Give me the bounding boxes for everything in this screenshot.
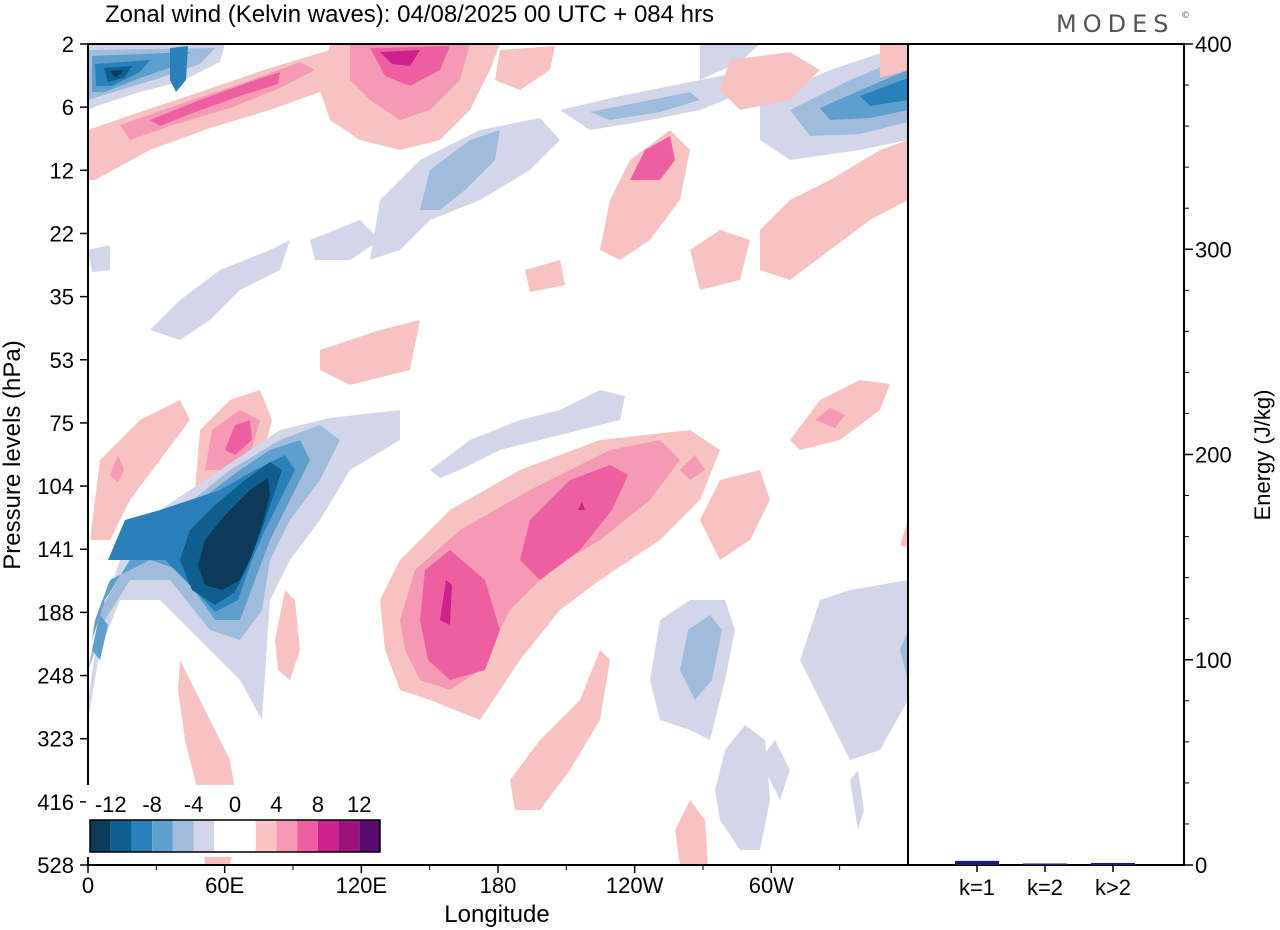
- y-tick-label: 141: [37, 537, 74, 562]
- y-tick-label: 528: [37, 853, 74, 878]
- colorbar-swatch: [131, 820, 153, 852]
- pressure-level-ticks: 2 6 12 22 35 53 75 104 141 188 248 323 416 528: [37, 32, 88, 878]
- colorbar-label: -4: [184, 792, 204, 817]
- contour-westerly-cores: [178, 380, 908, 865]
- modes-logo: MODES ©: [1056, 10, 1190, 38]
- colorbar-label: -8: [142, 792, 162, 817]
- energy-tick-label: 200: [1195, 443, 1232, 468]
- energy-category-label: k=2: [1027, 875, 1063, 900]
- x-tick-label: 60E: [205, 873, 244, 898]
- colorbar-swatch: [152, 820, 173, 852]
- colorbar-swatch: [214, 820, 235, 852]
- energy-ticks: 0 100 200 300 400: [1184, 32, 1232, 878]
- longitude-ticks: 0 60E 120E 180 120W 60W: [82, 865, 841, 898]
- colorbar-label: -12: [95, 792, 127, 817]
- colorbar: -12 -8 -4 0 4 8 12: [86, 785, 384, 857]
- energy-tick-label: 0: [1195, 853, 1207, 878]
- x-tick-label: 60W: [749, 873, 794, 898]
- energy-tick-label: 300: [1195, 237, 1232, 262]
- x-tick-label: 120E: [336, 873, 387, 898]
- y-tick-label: 416: [37, 790, 74, 815]
- contour-mid-stratosphere: [88, 118, 908, 385]
- energy-tick-label: 400: [1195, 32, 1232, 57]
- y-tick-label: 53: [50, 348, 74, 373]
- y-tick-label: 2: [62, 32, 74, 57]
- y-tick-label: 188: [37, 600, 74, 625]
- x-tick-label: 180: [480, 873, 517, 898]
- y-tick-label: 22: [50, 221, 74, 246]
- colorbar-swatch: [172, 820, 194, 852]
- main-plot-axes: 2 6 12 22 35 53 75 104 141 188 248 323 416 528 0 60E 12…: [0, 32, 909, 928]
- y-tick-label: 75: [50, 411, 74, 436]
- colorbar-swatch: [338, 820, 360, 852]
- x-tick-label: 120W: [606, 873, 664, 898]
- colorbar-swatch: [359, 820, 380, 852]
- chart-title: Zonal wind (Kelvin waves): 04/08/2025 00…: [105, 1, 714, 28]
- brand-mark: ©: [1181, 11, 1190, 21]
- colorbar-swatch: [276, 820, 298, 852]
- colorbar-swatch: [110, 820, 132, 852]
- contour-easterly-core: [88, 390, 625, 720]
- colorbar-label: 12: [347, 792, 371, 817]
- colorbar-swatch: [235, 820, 256, 852]
- colorbar-labels: -12 -8 -4 0 4 8 12: [95, 792, 372, 817]
- y-tick-label: 6: [62, 95, 74, 120]
- energy-plot-axes: 0 100 200 300 400 k=1 k=2 k>2 Energy (J/kg): [907, 32, 1275, 900]
- x-axis-label: Longitude: [444, 901, 549, 928]
- contour-upper-easterly-east: [560, 44, 908, 160]
- brand-name: MODES: [1056, 10, 1174, 38]
- y-tick-label: 12: [50, 158, 74, 183]
- energy-bar: [955, 860, 999, 865]
- energy-category-label: k=1: [959, 875, 995, 900]
- energy-plot-frame: [907, 43, 1185, 866]
- colorbar-swatch: [255, 820, 277, 852]
- colorbar-label: 8: [312, 792, 324, 817]
- contour-field: [88, 44, 908, 865]
- contour-upper-westerly: [88, 44, 555, 180]
- energy-bar: [1023, 863, 1067, 865]
- colorbar-label: 0: [229, 792, 241, 817]
- colorbar-swatch: [317, 820, 339, 852]
- x-tick-label: 0: [82, 873, 94, 898]
- colorbar-swatches: [89, 819, 381, 853]
- energy-bars: [955, 860, 1135, 865]
- energy-bar: [1091, 862, 1135, 865]
- contour-lower-easterly: [650, 580, 908, 850]
- y-tick-label: 323: [37, 727, 74, 752]
- energy-category-label: k>2: [1095, 875, 1131, 900]
- colorbar-swatch: [297, 820, 318, 852]
- energy-axis-label: Energy (J/kg): [1250, 390, 1275, 521]
- colorbar-frame: [89, 819, 381, 853]
- y-tick-label: 104: [37, 474, 74, 499]
- energy-tick-label: 100: [1195, 648, 1232, 673]
- y-tick-label: 35: [50, 285, 74, 310]
- colorbar-label: 4: [270, 792, 282, 817]
- y-axis-label: Pressure levels (hPa): [0, 340, 26, 569]
- y-tick-label: 248: [37, 664, 74, 689]
- colorbar-swatch: [193, 820, 215, 852]
- contour-upper-easterly-west: [88, 44, 225, 110]
- colorbar-swatch: [90, 820, 111, 852]
- energy-categories: k=1 k=2 k>2: [959, 865, 1131, 900]
